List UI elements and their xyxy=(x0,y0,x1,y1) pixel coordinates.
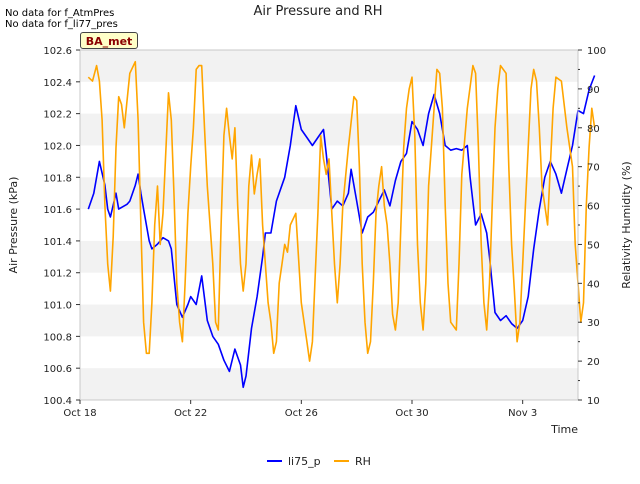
left-axis-label: Air Pressure (kPa) xyxy=(7,177,20,274)
left-tick-label: 101.8 xyxy=(43,173,72,184)
plot-background xyxy=(80,50,578,400)
left-tick-label: 102.4 xyxy=(43,78,72,89)
right-tick-label: 70 xyxy=(587,163,600,174)
left-tick-label: 100.4 xyxy=(43,396,72,407)
left-tick-label: 101.2 xyxy=(43,269,72,280)
left-tick-label: 100.8 xyxy=(43,332,72,343)
x-tick-label: Nov 3 xyxy=(508,408,537,419)
right-tick-label: 90 xyxy=(587,85,600,96)
right-axis-label: Relativity Humidity (%) xyxy=(620,161,633,288)
series-line-rh xyxy=(87,60,596,362)
site-badge: BA_met xyxy=(80,32,138,49)
left-tick-label: 102.0 xyxy=(43,141,72,152)
left-tick-label: 102.6 xyxy=(43,46,72,57)
no-data-note-atmpres: No data for f_AtmPres xyxy=(5,8,115,19)
grid-band xyxy=(80,304,578,337)
x-tick-label: Oct 26 xyxy=(285,408,318,419)
series-layer xyxy=(87,60,596,389)
x-tick-label: Oct 22 xyxy=(174,408,207,419)
left-tick-label: 102.2 xyxy=(43,110,72,121)
no-data-note-li77: No data for f_li77_pres xyxy=(5,19,118,30)
grid-band xyxy=(80,50,578,82)
x-tick-label: Oct 30 xyxy=(395,408,428,419)
left-tick-label: 101.6 xyxy=(43,205,72,216)
right-tick-label: 80 xyxy=(587,124,600,135)
left-tick-label: 101.4 xyxy=(43,237,72,248)
left-tick-label: 100.6 xyxy=(43,364,72,375)
left-axis-ticks: 100.4 100.6 100.8 101.0 101.2 101.4 101.6 101.8… xyxy=(43,46,80,407)
right-tick-label: 40 xyxy=(587,279,600,290)
right-tick-label: 100 xyxy=(587,46,606,57)
x-axis-label: Time xyxy=(550,423,578,436)
right-axis-ticks: 10 20 30 40 50 60 70 80 90 100 xyxy=(578,46,606,407)
right-tick-label: 20 xyxy=(587,357,600,368)
right-tick-label: 50 xyxy=(587,240,600,251)
right-tick-label: 30 xyxy=(587,318,600,329)
right-tick-label: 10 xyxy=(587,396,600,407)
grid-band xyxy=(80,113,578,146)
left-tick-label: 101.0 xyxy=(43,301,72,312)
chart-title: Air Pressure and RH xyxy=(253,4,382,19)
grid-band xyxy=(80,240,578,273)
grid-band xyxy=(80,368,578,400)
x-tick-label: Oct 18 xyxy=(63,408,96,419)
right-tick-label: 60 xyxy=(587,202,600,213)
legend-label-li75-p: li75_p xyxy=(288,455,321,468)
legend-label-rh: RH xyxy=(355,455,371,468)
legend: li75_p RH xyxy=(267,455,371,468)
x-axis-ticks: Oct 18 Oct 22 Oct 26 Oct 30 Nov 3 xyxy=(63,400,537,419)
